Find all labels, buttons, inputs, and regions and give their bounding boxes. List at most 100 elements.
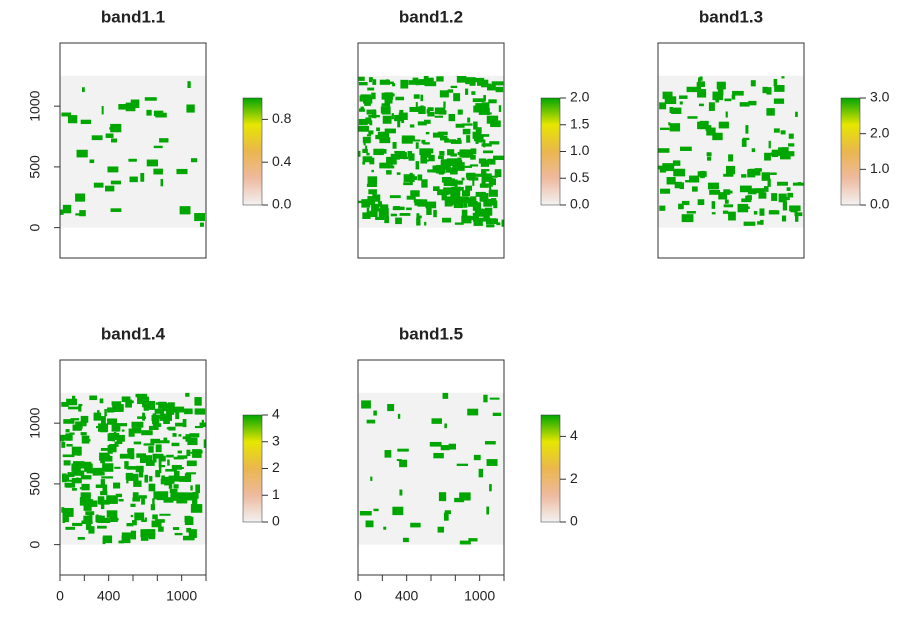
raster-patch (767, 178, 771, 187)
raster-patch (473, 105, 481, 113)
x-tick-label: 400 (97, 588, 121, 604)
raster-patch (100, 491, 108, 496)
raster-patch (718, 192, 728, 200)
raster-patch (461, 177, 465, 181)
raster-patch (162, 403, 170, 412)
raster-patch (501, 219, 504, 227)
raster-patch (145, 460, 155, 466)
raster-patch (365, 117, 372, 124)
raster-patch (146, 109, 152, 116)
raster-patch (679, 146, 692, 151)
raster-patch (129, 176, 138, 183)
raster-patch (482, 217, 491, 222)
raster-patch (490, 120, 501, 128)
raster-patch (358, 81, 368, 86)
raster-patch (687, 116, 698, 119)
raster-patch (457, 151, 469, 156)
raster-patch (706, 152, 712, 157)
raster-patch (478, 108, 490, 115)
raster-patch (364, 103, 371, 106)
raster-patch (171, 464, 182, 470)
y-tick-label: 500 (27, 472, 43, 496)
raster-patch (107, 454, 111, 458)
raster-patch (142, 400, 147, 408)
raster-patch (100, 447, 109, 451)
raster-patch (397, 448, 409, 452)
y-tick-label: 1000 (27, 407, 43, 438)
raster-patch (436, 76, 444, 82)
raster-patch (494, 169, 502, 178)
raster-patch (450, 140, 462, 144)
raster-patch (126, 477, 129, 484)
raster-patch (63, 419, 75, 424)
raster-patch (483, 213, 490, 220)
raster-patch (434, 115, 444, 118)
raster-patch (757, 221, 763, 225)
raster-patch (137, 416, 147, 419)
raster-patch (71, 446, 82, 456)
raster-patch (395, 96, 405, 101)
raster-patch (723, 173, 734, 177)
raster-patch (172, 433, 177, 437)
plot-box (357, 42, 505, 259)
raster-patch (792, 182, 804, 186)
raster-patch (460, 165, 473, 168)
raster-patch (706, 127, 716, 136)
raster-patch (781, 147, 789, 156)
raster-patch (115, 518, 119, 521)
raster-patch (84, 463, 93, 472)
raster-patch (158, 526, 164, 532)
raster-patch (421, 139, 426, 144)
raster-patch (424, 221, 427, 226)
raster-patch (708, 102, 715, 111)
raster-patch (367, 87, 375, 91)
raster-patch (79, 497, 90, 506)
raster-patch (135, 465, 144, 473)
raster-patch (384, 450, 392, 458)
raster-patch (406, 195, 416, 200)
raster-patch (70, 418, 80, 421)
raster-patch (717, 87, 724, 96)
y-tick-label: 1000 (27, 90, 43, 121)
raster-patch (152, 453, 157, 463)
raster-patch (367, 176, 378, 185)
raster-patch (64, 479, 77, 482)
raster-patch (168, 402, 175, 408)
raster-patch (700, 170, 705, 179)
raster-patch (378, 208, 389, 217)
panel-title: band1.3 (699, 7, 763, 26)
raster-patch (93, 182, 104, 188)
raster-patch (777, 181, 788, 186)
raster-patch (192, 492, 199, 499)
raster-patch (66, 398, 77, 406)
raster-patch (182, 436, 191, 440)
raster-patch (173, 484, 179, 489)
raster-patch (426, 207, 432, 215)
raster-patch (94, 471, 105, 476)
raster-patch (465, 88, 469, 95)
raster-patch (140, 172, 145, 182)
raster-patch (470, 154, 476, 160)
raster-patch (194, 408, 206, 415)
raster-patch (65, 526, 75, 530)
raster-patch (153, 418, 160, 424)
raster-patch (418, 215, 422, 219)
raster-patch (112, 403, 119, 413)
raster-patch (160, 478, 166, 485)
raster-patch (71, 463, 81, 472)
raster-patch (132, 520, 137, 526)
raster-patch (159, 513, 171, 516)
raster-patch (384, 216, 390, 224)
raster-patch (732, 90, 744, 96)
raster-patch (390, 213, 397, 217)
raster-patch (174, 532, 183, 536)
raster-patch (186, 460, 197, 467)
raster-patch (434, 107, 446, 115)
raster-patch (138, 495, 147, 499)
x-tick-label: 400 (395, 588, 419, 604)
colorbar-label: 0.5 (570, 169, 590, 185)
colorbar-label: 0 (570, 513, 578, 529)
raster-patch (361, 199, 371, 208)
raster-patch (148, 483, 156, 492)
colorbar (540, 414, 561, 523)
